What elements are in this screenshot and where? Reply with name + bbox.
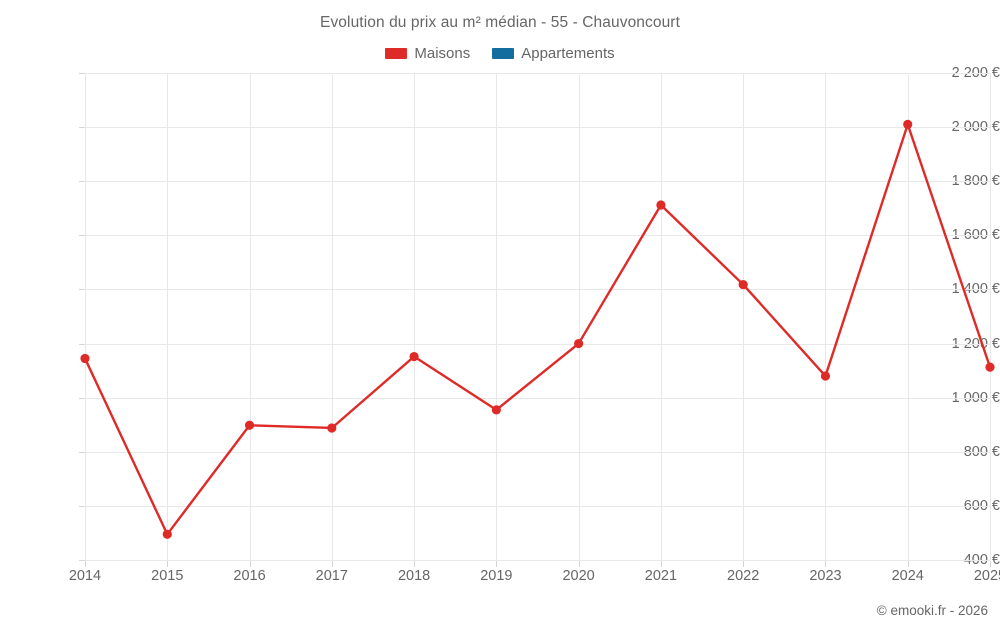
y-axis-tick-mark <box>79 289 85 291</box>
legend-label-maisons: Maisons <box>414 45 471 62</box>
legend-swatch-appartements <box>492 48 515 59</box>
gridline-vertical <box>907 73 909 560</box>
gridline-horizontal <box>85 560 990 561</box>
data-point-maisons[interactable] <box>574 338 584 349</box>
gridline-horizontal <box>85 397 990 399</box>
gridline-vertical <box>825 73 827 560</box>
x-axis-tick-mark <box>496 561 498 567</box>
gridline-horizontal <box>85 181 990 183</box>
gridline-vertical <box>85 73 86 560</box>
x-axis-tick-mark <box>331 561 333 567</box>
gridline-vertical <box>496 73 498 560</box>
data-point-maisons[interactable] <box>903 119 913 130</box>
y-axis-tick-mark <box>79 451 85 453</box>
chart-legend: Maisons Appartements <box>0 45 1000 62</box>
y-axis-tick-mark <box>79 73 85 74</box>
y-axis-tick-mark <box>79 560 85 561</box>
x-axis-tick-mark <box>167 561 169 567</box>
x-axis-tick-mark <box>825 561 827 567</box>
y-axis-tick-mark <box>79 343 85 345</box>
x-axis-tick-mark <box>660 561 662 567</box>
data-point-maisons[interactable] <box>491 405 501 415</box>
gridline-horizontal <box>85 73 990 74</box>
gridline-horizontal <box>85 235 990 237</box>
legend-label-appartements: Appartements <box>521 45 615 62</box>
x-axis-tick-label: 2017 <box>315 568 348 584</box>
x-axis-tick-label: 2024 <box>891 568 924 584</box>
data-point-maisons[interactable] <box>820 371 831 381</box>
data-point-maisons[interactable] <box>327 423 337 433</box>
gridline-horizontal <box>85 289 990 291</box>
y-axis-tick-mark <box>79 505 85 507</box>
data-point-maisons[interactable] <box>244 420 255 430</box>
x-axis-tick-mark <box>85 561 86 567</box>
x-axis-tick-mark <box>249 561 251 567</box>
gridline-horizontal <box>85 343 990 345</box>
gridline-vertical <box>249 73 251 560</box>
gridline-vertical <box>331 73 333 560</box>
plot-area <box>85 73 991 561</box>
data-point-maisons[interactable] <box>738 279 748 290</box>
x-axis-tick-label: 2016 <box>233 568 266 584</box>
x-axis-tick-mark <box>743 561 745 567</box>
y-axis-tick-mark <box>79 397 85 399</box>
gridline-horizontal <box>85 127 990 129</box>
x-axis-tick-label: 2018 <box>397 568 431 584</box>
gridline-horizontal <box>85 505 990 507</box>
x-axis-tick-mark <box>990 561 991 567</box>
x-axis-tick-label: 2021 <box>644 568 678 584</box>
x-axis-tick-label: 2022 <box>727 568 760 584</box>
data-point-maisons[interactable] <box>162 529 172 539</box>
x-axis-tick-mark <box>578 561 580 567</box>
data-point-maisons[interactable] <box>656 200 666 210</box>
data-point-maisons[interactable] <box>985 362 995 372</box>
x-axis-tick-label: 2023 <box>809 568 842 584</box>
footer-credit: © emooki.fr - 2026 <box>876 603 988 618</box>
x-axis-tick-mark <box>414 561 416 567</box>
x-axis-tick-label: 2015 <box>151 568 184 584</box>
x-axis-tick-label: 2020 <box>562 568 595 584</box>
legend-item-maisons[interactable]: Maisons <box>385 45 470 62</box>
y-axis-tick-mark <box>79 235 85 237</box>
x-axis-tick-label: 2025 <box>973 568 1000 584</box>
gridline-vertical <box>743 73 745 560</box>
data-point-maisons[interactable] <box>80 353 90 364</box>
x-axis-tick-label: 2014 <box>68 568 102 584</box>
legend-item-appartements[interactable]: Appartements <box>492 45 615 62</box>
gridline-vertical <box>660 73 662 560</box>
gridline-vertical <box>578 73 580 560</box>
y-axis-tick-mark <box>79 181 85 183</box>
gridline-horizontal <box>85 451 990 453</box>
x-axis-tick-label: 2019 <box>480 568 513 584</box>
gridline-vertical <box>990 73 991 560</box>
data-point-maisons[interactable] <box>409 351 419 362</box>
gridline-vertical <box>414 73 416 560</box>
series-line-maisons <box>83 123 992 536</box>
gridline-vertical <box>167 73 169 560</box>
y-axis-tick-mark <box>79 127 85 129</box>
legend-swatch-maisons <box>385 48 408 59</box>
chart-title: Evolution du prix au m² médian - 55 - Ch… <box>320 14 680 31</box>
x-axis-tick-mark <box>907 561 909 567</box>
